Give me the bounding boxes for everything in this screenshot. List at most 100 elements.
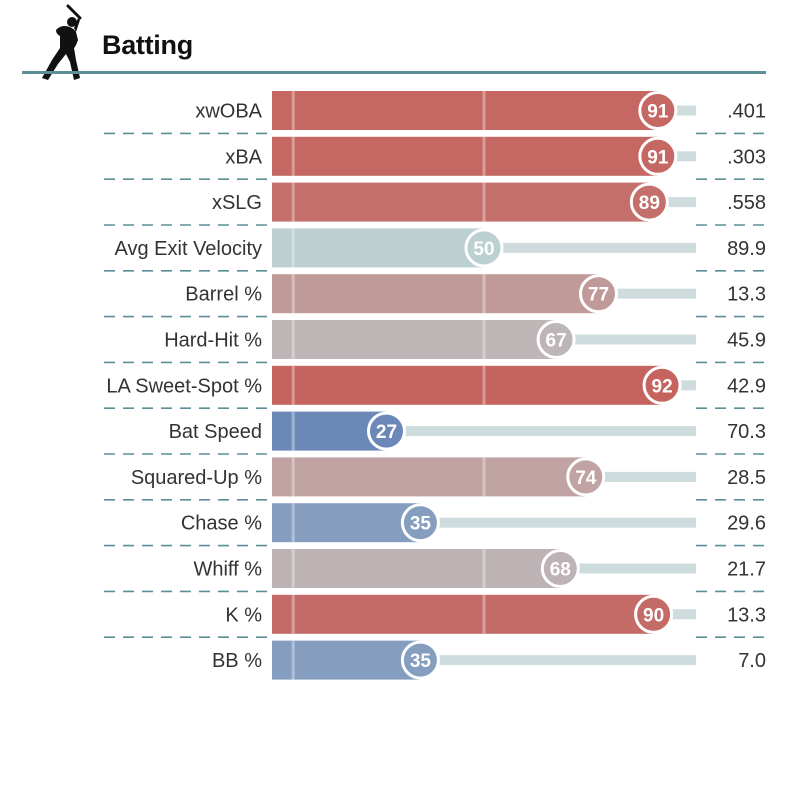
reference-line bbox=[291, 228, 295, 268]
reference-line bbox=[482, 320, 486, 359]
percentile-label: 67 bbox=[546, 331, 567, 352]
category-label: BB % bbox=[212, 650, 262, 672]
chart-header: Batting bbox=[22, 0, 766, 80]
percentile-marker bbox=[464, 228, 504, 268]
bar-row-avg-exit-velocity: Avg Exit Velocity 50 89.9 bbox=[104, 228, 766, 272]
reference-line bbox=[482, 457, 486, 497]
percentile-marker bbox=[366, 411, 406, 451]
reference-line bbox=[291, 503, 295, 543]
bar-track bbox=[272, 517, 696, 528]
percentile-label: 68 bbox=[550, 560, 571, 581]
bar-row-barrel: Barrel % 77 13.3 bbox=[104, 274, 766, 318]
category-label: LA Sweet-Spot % bbox=[106, 375, 262, 397]
bar-row-xwoba: xwOBA 91 .401 bbox=[104, 91, 766, 135]
stat-value: 21.7 bbox=[727, 559, 766, 581]
reference-line bbox=[291, 136, 295, 176]
stat-value: .558 bbox=[727, 192, 766, 214]
bar-track bbox=[272, 426, 696, 437]
percentile-marker bbox=[400, 640, 440, 680]
reference-line bbox=[291, 549, 295, 588]
category-label: xSLG bbox=[212, 192, 262, 214]
percentile-marker bbox=[638, 136, 678, 176]
stat-value: 28.5 bbox=[727, 467, 766, 489]
reference-line bbox=[482, 594, 486, 634]
bar-rows: xwOBA 91 .401 xBA 91 .303 xSLG 89 .558 Avg Exit V… bbox=[104, 91, 766, 680]
percentile-bar bbox=[272, 228, 484, 268]
reference-line bbox=[482, 91, 486, 130]
percentile-bar bbox=[272, 274, 599, 314]
bar-row-la-sweet-spot: LA Sweet-Spot % 92 42.9 bbox=[104, 365, 766, 410]
percentile-label: 35 bbox=[410, 514, 432, 535]
bar-row-whiff: Whiff % 68 21.7 bbox=[104, 549, 766, 593]
percentile-marker bbox=[634, 594, 674, 634]
reference-line bbox=[482, 274, 486, 314]
reference-line bbox=[291, 594, 295, 634]
reference-line bbox=[482, 549, 486, 588]
stat-value: 13.3 bbox=[727, 284, 766, 306]
reference-line bbox=[482, 365, 486, 405]
stat-value: 70.3 bbox=[727, 421, 766, 443]
percentile-marker bbox=[566, 457, 606, 497]
bar-row-k: K % 90 13.3 bbox=[104, 594, 766, 639]
category-label: Hard-Hit % bbox=[164, 330, 262, 352]
percentile-marker bbox=[578, 274, 618, 314]
percentile-label: 91 bbox=[647, 147, 669, 168]
stat-value: .401 bbox=[727, 101, 766, 123]
category-label: Squared-Up % bbox=[131, 467, 262, 489]
stat-value: 45.9 bbox=[727, 330, 766, 352]
reference-line bbox=[482, 136, 486, 176]
bar-row-bat-speed: Bat Speed 27 70.3 bbox=[104, 411, 766, 455]
percentile-marker bbox=[536, 320, 576, 359]
percentile-marker bbox=[400, 503, 440, 543]
category-label: Bat Speed bbox=[169, 421, 262, 443]
bar-row-hard-hit: Hard-Hit % 67 45.9 bbox=[104, 320, 766, 364]
reference-line bbox=[482, 182, 486, 222]
percentile-marker bbox=[540, 549, 580, 588]
percentile-label: 50 bbox=[473, 239, 494, 260]
chart-title: Batting bbox=[102, 30, 193, 60]
stat-value: 89.9 bbox=[727, 238, 766, 260]
percentile-bar bbox=[272, 457, 586, 497]
reference-line bbox=[291, 274, 295, 314]
category-label: Whiff % bbox=[193, 559, 262, 581]
percentile-label: 91 bbox=[647, 102, 669, 123]
percentile-bar bbox=[272, 320, 557, 359]
percentile-label: 35 bbox=[410, 651, 432, 672]
reference-line bbox=[291, 182, 295, 222]
reference-line bbox=[291, 91, 295, 130]
category-label: xBA bbox=[225, 146, 262, 168]
percentile-bar bbox=[272, 503, 421, 543]
category-label: xwOBA bbox=[195, 101, 262, 123]
category-label: K % bbox=[225, 604, 262, 626]
percentile-label: 77 bbox=[588, 285, 609, 306]
percentile-bar bbox=[272, 91, 658, 130]
percentile-bar bbox=[272, 365, 663, 405]
percentile-bar bbox=[272, 594, 654, 634]
stat-value: 42.9 bbox=[727, 375, 766, 397]
reference-line bbox=[291, 640, 295, 680]
stat-value: 13.3 bbox=[727, 604, 766, 626]
percentile-label: 92 bbox=[652, 376, 673, 397]
bar-track bbox=[272, 655, 696, 666]
reference-line bbox=[291, 411, 295, 451]
stat-value: 7.0 bbox=[738, 650, 766, 672]
batter-silhouette-icon bbox=[42, 4, 82, 80]
percentile-marker bbox=[629, 182, 669, 222]
category-label: Avg Exit Velocity bbox=[115, 238, 262, 260]
bar-row-xba: xBA 91 .303 bbox=[104, 136, 766, 180]
reference-line bbox=[291, 365, 295, 405]
percentile-bar bbox=[272, 640, 421, 680]
header-divider bbox=[22, 71, 766, 74]
bar-row-chase: Chase % 35 29.6 bbox=[104, 503, 766, 547]
percentile-bar bbox=[272, 136, 658, 176]
percentile-label: 27 bbox=[376, 422, 397, 443]
percentile-label: 74 bbox=[575, 468, 597, 489]
reference-line bbox=[291, 457, 295, 497]
percentile-label: 90 bbox=[643, 605, 664, 626]
stat-value: .303 bbox=[727, 146, 766, 168]
percentile-label: 89 bbox=[639, 193, 660, 214]
bar-row-xslg: xSLG 89 .558 bbox=[104, 182, 766, 226]
percentile-bar bbox=[272, 182, 650, 222]
percentile-marker bbox=[642, 365, 682, 405]
